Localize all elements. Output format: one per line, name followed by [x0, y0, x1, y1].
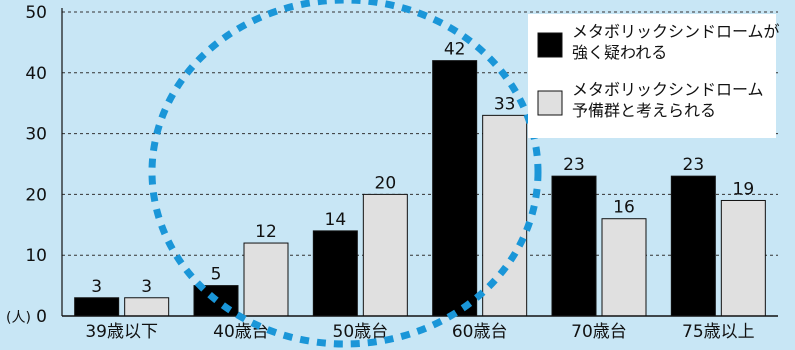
bar-reserve: [124, 297, 170, 317]
legend-label: メタボリックシンドローム: [572, 80, 764, 99]
x-tick-label: 50歳台: [333, 322, 389, 342]
y-tick-label: 10: [25, 246, 47, 266]
data-label: 12: [255, 222, 277, 242]
data-label: 20: [375, 173, 397, 193]
y-tick-label: 30: [25, 125, 47, 145]
data-label: 42: [444, 40, 466, 60]
legend-swatch: [537, 90, 563, 116]
legend-box: [528, 14, 776, 138]
bar-reserve: [720, 199, 766, 317]
bar-reserve: [362, 193, 408, 317]
bar-reserve: [601, 218, 647, 317]
bar-strong: [74, 297, 120, 317]
data-label: 23: [683, 155, 705, 175]
x-axis: 39歳以下 40歳台 50歳台 60歳台 70歳台 75歳以上: [62, 315, 778, 342]
legend-swatch: [537, 32, 563, 58]
x-tick-label: 39歳以下: [85, 322, 158, 342]
bar-strong: [670, 175, 716, 317]
data-label: 19: [733, 179, 755, 199]
bar-strong: [551, 175, 597, 317]
x-tick-label: 60歳台: [452, 322, 508, 342]
y-axis: 0 10 20 30 40 50 (人): [6, 3, 63, 327]
legend-label: 予備群と考えられる: [572, 101, 716, 120]
highlight-circle: [148, 0, 542, 348]
y-tick-label: 50: [25, 3, 47, 23]
data-label: 3: [91, 277, 102, 297]
data-label: 3: [141, 277, 152, 297]
data-label: 16: [613, 198, 635, 218]
y-tick-label: 40: [25, 64, 47, 84]
bar-strong: [312, 230, 358, 317]
x-tick-label: 75歳以上: [682, 322, 755, 342]
data-label: 33: [494, 94, 516, 114]
y-unit-label: (人): [6, 310, 31, 326]
x-tick-label: 70歳台: [571, 322, 627, 342]
y-tick-label: 0: [36, 307, 47, 327]
legend-label: 強く疑われる: [572, 43, 667, 62]
y-tick-label: 20: [25, 185, 47, 205]
legend-label: メタボリックシンドロームが: [572, 22, 780, 41]
data-label: 23: [563, 155, 585, 175]
data-label: 14: [325, 210, 347, 230]
bar-strong: [432, 60, 478, 317]
highlight-ellipse: [148, 0, 542, 348]
data-label: 5: [211, 265, 222, 285]
bar-reserve: [243, 242, 289, 317]
